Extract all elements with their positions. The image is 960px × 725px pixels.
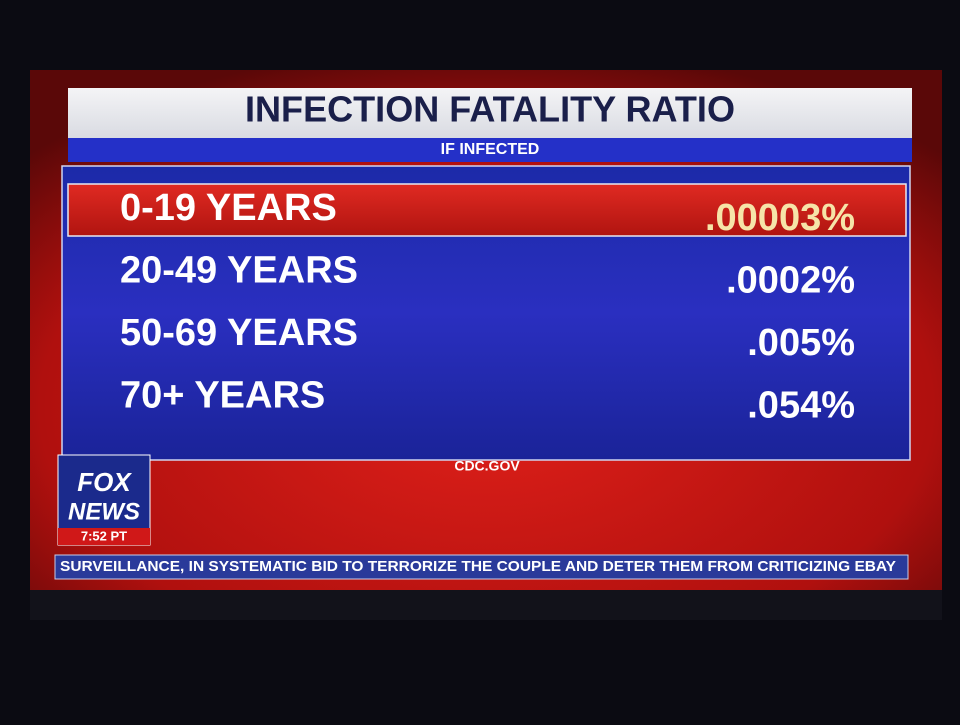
time-box xyxy=(58,528,150,545)
source: CDC.GOV xyxy=(454,458,520,474)
fatality-ratio: .00003% xyxy=(705,197,855,239)
title: INFECTION FATALITY RATIO xyxy=(245,89,735,130)
ticker-bar xyxy=(54,554,909,580)
logo-news: NEWS xyxy=(68,498,140,525)
subtitle: IF INFECTED xyxy=(441,141,540,158)
bezel xyxy=(30,590,942,620)
subtitle-bar xyxy=(68,138,912,162)
time: 7:52 PT xyxy=(81,528,127,543)
fatality-ratio: .0002% xyxy=(726,260,855,302)
age-group: 0-19 YEARS xyxy=(120,187,337,229)
logo: FOX NEWS 7:52 PT xyxy=(57,454,151,546)
ticker: SURVEILLANCE, IN SYSTEMATIC BID TO TERRO… xyxy=(60,558,896,575)
fatality-ratio: .005% xyxy=(747,322,855,364)
table: 0-19 YEARS .00003% 20-49 YEARS .0002% 50-69 … xyxy=(67,183,907,427)
row-highlight xyxy=(67,183,907,237)
age-group: 70+ YEARS xyxy=(120,375,325,417)
age-group: 20-49 YEARS xyxy=(120,250,358,292)
logo-fox: FOX xyxy=(77,467,132,497)
fatality-ratio: .054% xyxy=(747,385,855,427)
age-group: 50-69 YEARS xyxy=(120,312,358,354)
title-bar xyxy=(68,88,912,138)
